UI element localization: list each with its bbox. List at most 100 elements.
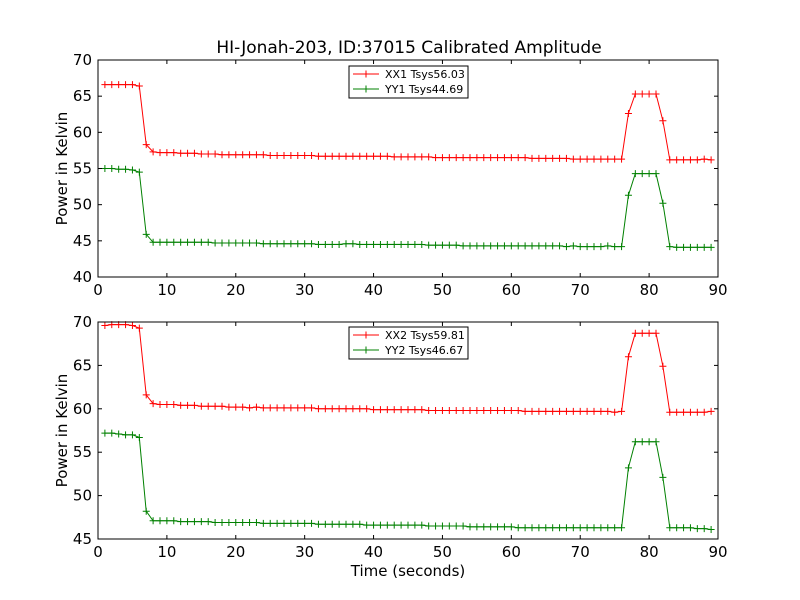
data-point: [583, 243, 591, 251]
data-point: [618, 155, 626, 163]
data-point: [342, 152, 350, 160]
data-point: [128, 431, 136, 439]
data-point: [673, 243, 681, 251]
data-point: [659, 473, 667, 481]
x-tick-label: 80: [640, 543, 659, 561]
y-tick-label: 55: [73, 443, 92, 461]
data-point: [445, 522, 453, 530]
y-tick-label: 55: [73, 160, 92, 178]
data-point: [246, 519, 254, 527]
data-point: [190, 401, 198, 409]
data-point: [535, 407, 543, 415]
data-point: [363, 405, 371, 413]
y-tick-label: 70: [73, 313, 92, 331]
data-point: [528, 154, 536, 162]
data-point: [383, 152, 391, 160]
data-point: [287, 151, 295, 159]
data-point: [135, 324, 143, 332]
legend-marker: [362, 331, 370, 339]
data-point: [514, 242, 522, 250]
data-point: [122, 431, 130, 439]
data-point: [411, 521, 419, 529]
data-point: [604, 155, 612, 163]
data-point: [707, 407, 715, 415]
data-point: [597, 407, 605, 415]
data-point: [652, 329, 660, 337]
data-point: [149, 148, 157, 156]
data-point: [342, 405, 350, 413]
data-point: [280, 240, 288, 248]
data-point: [562, 154, 570, 162]
data-point: [232, 403, 240, 411]
data-point: [328, 520, 336, 528]
data-point: [259, 151, 267, 159]
y-tick-label: 45: [73, 530, 92, 548]
data-point: [680, 524, 688, 532]
data-point: [184, 238, 192, 246]
data-point: [652, 90, 660, 98]
data-point: [225, 403, 233, 411]
data-point: [252, 151, 260, 159]
x-tick-label: 30: [295, 281, 314, 299]
data-point: [294, 240, 302, 248]
data-point: [576, 243, 584, 251]
data-point: [659, 362, 667, 370]
data-point: [390, 521, 398, 529]
data-point: [425, 522, 433, 530]
data-point: [480, 154, 488, 162]
data-point: [590, 155, 598, 163]
data-point: [101, 81, 109, 89]
data-point: [618, 243, 626, 251]
x-tick-label: 40: [364, 281, 383, 299]
legend-label: YY2 Tsys46.67: [384, 344, 463, 357]
data-point: [652, 438, 660, 446]
y-tick-label: 50: [73, 196, 92, 214]
data-point: [163, 149, 171, 157]
data-point: [135, 433, 143, 441]
data-point: [659, 117, 667, 125]
data-point: [438, 407, 446, 415]
data-point: [521, 154, 529, 162]
data-point: [473, 407, 481, 415]
data-point: [349, 520, 357, 528]
data-point: [542, 407, 550, 415]
data-point: [397, 153, 405, 161]
data-point: [328, 240, 336, 248]
data-point: [494, 407, 502, 415]
data-point: [556, 407, 564, 415]
data-point: [418, 521, 426, 529]
legend-label: XX1 Tsys56.03: [385, 68, 465, 81]
data-point: [287, 240, 295, 248]
data-point: [197, 402, 205, 410]
x-tick-label: 10: [157, 281, 176, 299]
data-point: [204, 518, 212, 526]
data-point: [204, 150, 212, 158]
data-point: [700, 155, 708, 163]
x-tick-label: 80: [640, 281, 659, 299]
data-point: [693, 408, 701, 416]
data-point: [604, 524, 612, 532]
data-point: [252, 403, 260, 411]
data-point: [693, 525, 701, 533]
data-point: [128, 321, 136, 329]
data-point: [438, 522, 446, 530]
data-point: [142, 230, 150, 238]
data-point: [418, 406, 426, 414]
data-point: [149, 238, 157, 246]
data-point: [556, 524, 564, 532]
x-tick-label: 60: [502, 543, 521, 561]
data-point: [294, 404, 302, 412]
data-point: [425, 153, 433, 161]
data-point: [211, 519, 219, 527]
data-point: [197, 238, 205, 246]
data-point: [252, 519, 260, 527]
chart-title: HI-Jonah-203, ID:37015 Calibrated Amplit…: [216, 38, 601, 58]
data-point: [321, 240, 329, 248]
data-point: [521, 524, 529, 532]
series-markers-2: [101, 429, 715, 533]
data-point: [686, 524, 694, 532]
data-point: [376, 152, 384, 160]
data-point: [308, 404, 316, 412]
data-point: [149, 517, 157, 525]
data-point: [177, 149, 185, 157]
